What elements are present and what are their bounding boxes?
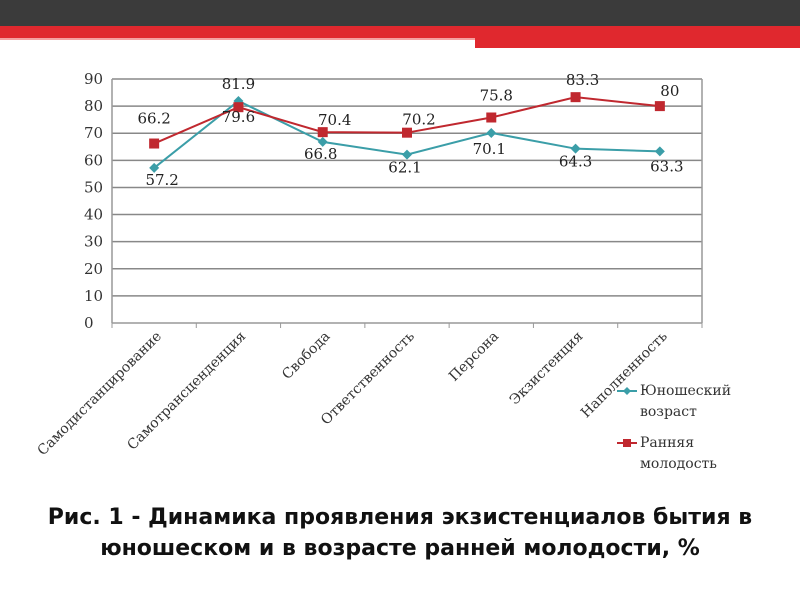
data-label: 80 xyxy=(660,82,679,100)
y-tick-label: 10 xyxy=(84,287,103,305)
legend-label: Ранняя xyxy=(640,435,694,451)
data-point-early xyxy=(570,92,581,103)
x-category-label: Ответственность xyxy=(318,328,418,428)
y-tick-label: 40 xyxy=(84,206,103,224)
data-label: 63.3 xyxy=(650,157,683,175)
data-point-early xyxy=(233,102,244,113)
legend-label: молодость xyxy=(640,456,717,472)
legend-swatch-marker xyxy=(623,439,631,447)
x-category-label: Экзистенция xyxy=(507,328,587,408)
data-label: 83.3 xyxy=(566,71,599,89)
legend-swatch-marker xyxy=(623,387,631,395)
data-label: 81.9 xyxy=(222,75,255,93)
x-category-label: Персона xyxy=(446,329,502,385)
y-tick-label: 60 xyxy=(84,151,103,169)
x-category-label: Свобода xyxy=(279,329,333,383)
data-point-youth xyxy=(654,146,665,157)
data-point-youth xyxy=(570,143,581,154)
legend-label: возраст xyxy=(640,404,697,420)
data-point-early xyxy=(317,127,328,138)
y-tick-label: 0 xyxy=(84,314,94,332)
header-decoration xyxy=(0,0,800,48)
data-label: 70.1 xyxy=(473,140,506,158)
data-point-early xyxy=(486,112,497,123)
data-point-youth xyxy=(149,162,160,173)
dark-band xyxy=(0,0,800,26)
data-point-early xyxy=(149,138,160,149)
y-tick-label: 50 xyxy=(84,178,103,196)
data-label: 70.2 xyxy=(402,111,435,129)
data-point-youth xyxy=(486,127,497,138)
legend-label: Юношеский xyxy=(640,383,731,399)
y-tick-label: 90 xyxy=(84,70,103,88)
data-label: 70.4 xyxy=(318,111,351,129)
light-red-line xyxy=(0,38,800,40)
data-point-youth xyxy=(402,149,412,160)
y-tick-label: 70 xyxy=(84,124,103,142)
data-label: 66.2 xyxy=(137,110,170,128)
data-label: 79.6 xyxy=(222,108,255,126)
y-tick-label: 30 xyxy=(84,233,103,251)
red-accent xyxy=(475,38,800,48)
data-point-youth xyxy=(317,136,328,147)
figure-caption: Рис. 1 - Динамика проявления экзистенциа… xyxy=(47,505,753,561)
data-label: 64.3 xyxy=(559,153,592,171)
data-point-early xyxy=(402,127,412,138)
y-tick-label: 20 xyxy=(84,260,103,278)
data-label: 62.1 xyxy=(388,159,421,177)
data-point-early xyxy=(654,101,665,112)
red-band xyxy=(0,26,800,38)
data-label: 57.2 xyxy=(145,171,178,189)
line-chart: 0102030405060708090СамодистанцированиеСа… xyxy=(35,70,732,472)
data-label: 75.8 xyxy=(480,86,513,104)
data-label: 66.8 xyxy=(304,145,337,163)
y-tick-label: 80 xyxy=(84,97,103,115)
